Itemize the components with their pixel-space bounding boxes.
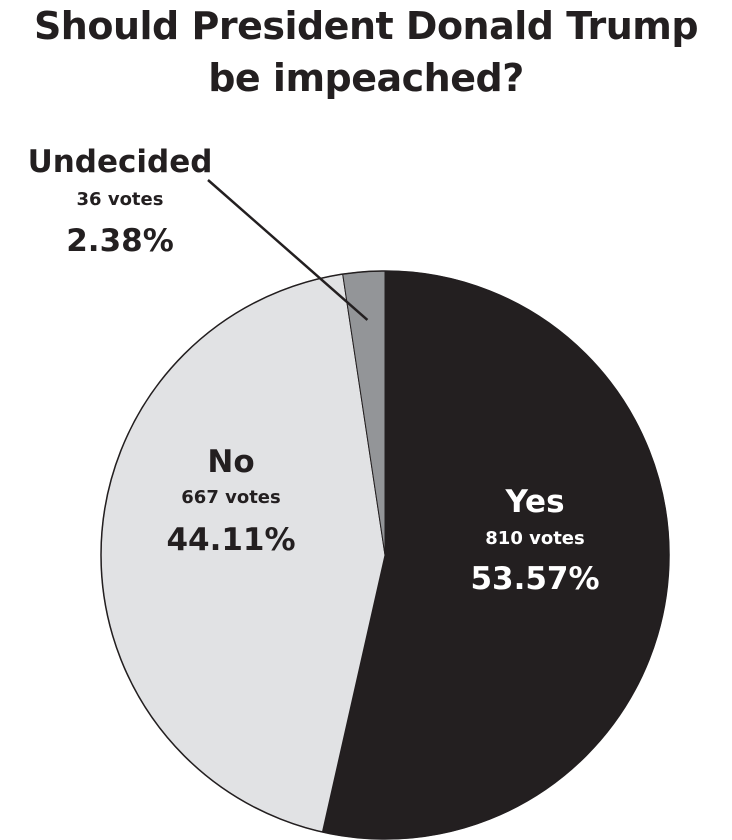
label-undecided-votes: 36 votes: [77, 189, 164, 210]
label-yes-percent: 53.57%: [470, 561, 599, 597]
chart-title-line-1: Should President Donald Trump: [33, 4, 699, 48]
pie-slices: [100, 270, 670, 840]
label-undecided-percent: 2.38%: [66, 223, 174, 259]
label-undecided: Undecided 36 votes 2.38%: [28, 144, 213, 259]
label-no: No 667 votes 44.11%: [166, 444, 295, 558]
chart-title: Should President Donald Trump be impeach…: [0, 0, 732, 104]
chart-title-line-2: be impeached?: [208, 56, 524, 100]
undecided-leader-line: [207, 179, 369, 321]
label-no-name: No: [207, 444, 254, 480]
label-undecided-name: Undecided: [28, 144, 213, 180]
label-no-percent: 44.11%: [166, 522, 295, 558]
label-yes: Yes 810 votes 53.57%: [470, 484, 599, 597]
label-no-votes: 667 votes: [181, 487, 280, 508]
label-yes-name: Yes: [504, 484, 564, 520]
label-yes-votes: 810 votes: [485, 528, 584, 549]
pie-outline: [100, 270, 670, 840]
